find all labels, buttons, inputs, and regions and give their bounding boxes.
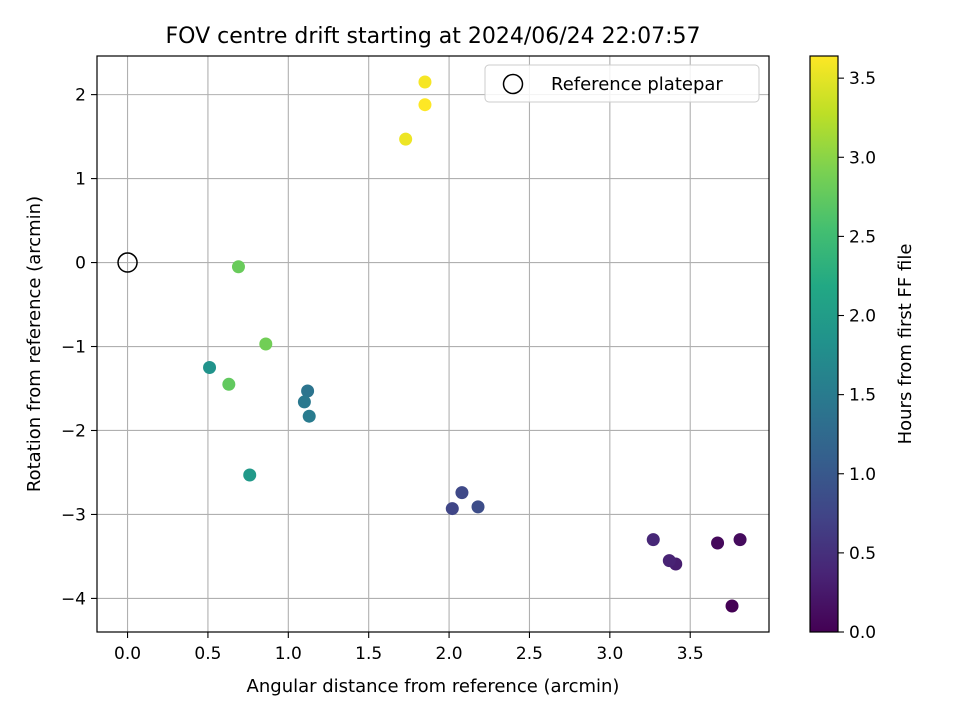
scatter-point (243, 468, 257, 482)
y-tick-label: 2 (75, 86, 86, 106)
y-tick-label: −1 (61, 338, 86, 358)
colorbar-tick-label: 0.5 (849, 544, 876, 564)
scatter-point (646, 533, 660, 547)
legend-label: Reference platepar (551, 74, 723, 95)
y-axis-label: Rotation from reference (arcmin) (24, 196, 45, 492)
grid-lines (97, 56, 769, 632)
legend: Reference platepar (484, 64, 760, 103)
colorbar-label: Hours from first FF file (895, 244, 916, 445)
scatter-point (733, 533, 747, 547)
x-tick-label: 2.0 (436, 644, 463, 664)
scatter-point (662, 554, 676, 568)
x-tick-label: 1.5 (355, 644, 382, 664)
x-axis-label: Angular distance from reference (arcmin) (247, 676, 620, 697)
y-tick-label: −2 (61, 421, 86, 441)
colorbar-tick-label: 3.5 (849, 69, 876, 89)
y-tick-label: −4 (61, 589, 86, 609)
colorbar: 0.0 0.5 1.0 1.5 2.0 2.5 3.0 3.5 Hours from firs… (809, 55, 916, 643)
colorbar-gradient (810, 56, 838, 632)
y-tick-label: 1 (75, 170, 86, 190)
plot-area-frame (96, 55, 770, 633)
scatter-points (117, 75, 747, 613)
scatter-point (418, 75, 432, 89)
colorbar-tick-label: 2.5 (849, 227, 876, 247)
legend-box (484, 64, 760, 103)
scatter-point (445, 502, 459, 516)
colorbar-ticks: 0.0 0.5 1.0 1.5 2.0 2.5 3.0 3.5 (838, 69, 876, 643)
x-tick-label: 3.5 (677, 644, 704, 664)
scatter-point (418, 98, 432, 112)
x-tick-label: 3.0 (596, 644, 623, 664)
y-axis-ticks: −4 −3 −2 −1 0 1 2 (61, 86, 97, 609)
scatter-point (301, 384, 315, 398)
x-tick-label: 1.0 (275, 644, 302, 664)
colorbar-tick-label: 2.0 (849, 307, 876, 327)
scatter-point (302, 409, 316, 423)
scatter-point (471, 500, 485, 514)
reference-platepar-marker (117, 252, 138, 273)
x-tick-label: 0.5 (194, 644, 221, 664)
x-tick-label: 2.5 (516, 644, 543, 664)
scatter-point (259, 337, 273, 351)
scatter-point (725, 599, 739, 613)
colorbar-tick-label: 1.0 (849, 465, 876, 485)
scatter-point (399, 132, 413, 146)
scatter-point (222, 377, 236, 391)
scatter-point (711, 536, 725, 550)
legend-marker-hollow-circle (502, 73, 524, 95)
colorbar-tick-label: 0.0 (849, 623, 876, 643)
y-tick-label: −3 (61, 505, 86, 525)
colorbar-tick-label: 3.0 (849, 148, 876, 168)
colorbar-frame (809, 55, 839, 633)
chart-title: FOV centre drift starting at 2024/06/24 … (166, 24, 701, 49)
colorbar-tick-label: 1.5 (849, 386, 876, 406)
scatter-point (297, 395, 311, 409)
y-tick-label: 0 (75, 254, 86, 274)
scatter-point (203, 361, 217, 375)
scatter-point (455, 486, 469, 500)
x-axis-ticks: 0.0 0.5 1.0 1.5 2.0 2.5 3.0 3.5 (114, 632, 704, 664)
scatter-point (231, 260, 245, 274)
x-tick-label: 0.0 (114, 644, 141, 664)
